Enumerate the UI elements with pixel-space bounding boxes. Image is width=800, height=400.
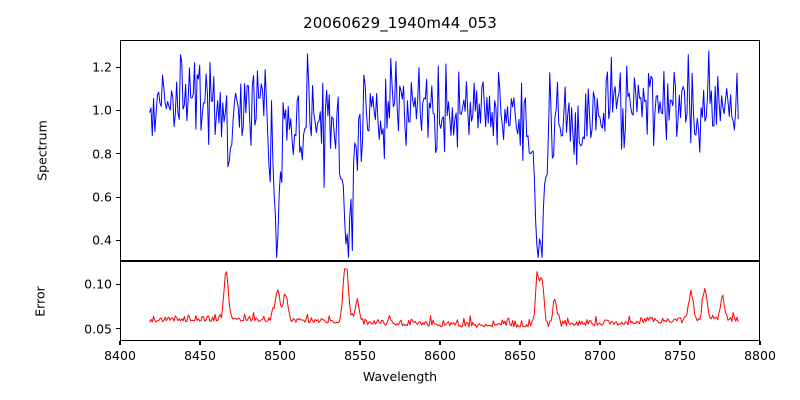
- x-tick-0: 8400: [104, 348, 136, 363]
- spectrum-y-tickmark-3: [116, 109, 120, 111]
- spectrum-plot-area: [121, 41, 759, 260]
- spectrum-panel: [120, 40, 760, 261]
- x-tick-4: 8600: [424, 348, 456, 363]
- spectrum-y-tick-4: 1.2: [92, 59, 112, 75]
- x-tick-6: 8700: [584, 348, 616, 363]
- x-tick-7: 8750: [664, 348, 696, 363]
- error-plot-area: [121, 262, 759, 340]
- x-tick-5: 8650: [504, 348, 536, 363]
- x-tick-8: 8800: [744, 348, 776, 363]
- spectrum-y-tickmark-2: [116, 153, 120, 155]
- x-tickmark-0: [119, 341, 121, 345]
- error-y-tickmark-1: [116, 283, 120, 285]
- x-tickmark-2: [279, 341, 281, 345]
- x-tickmark-1: [199, 341, 201, 345]
- x-tickmark-6: [599, 341, 601, 345]
- error-y-tick-1: 0.10: [84, 276, 112, 292]
- x-tickmark-8: [759, 341, 761, 345]
- error-y-tick-0: 0.05: [84, 321, 112, 337]
- x-tick-1: 8450: [184, 348, 216, 363]
- spectrum-y-tickmark-0: [116, 239, 120, 241]
- x-tick-3: 8550: [344, 348, 376, 363]
- spectrum-y-tickmark-1: [116, 196, 120, 198]
- x-tick-2: 8500: [264, 348, 296, 363]
- x-tickmark-5: [519, 341, 521, 345]
- error-y-axis-label: Error: [32, 286, 48, 317]
- x-tickmark-4: [439, 341, 441, 345]
- spectrum-y-axis-label: Spectrum: [34, 120, 50, 181]
- error-y-tickmark-0: [116, 328, 120, 330]
- x-axis-label: Wavelength: [362, 369, 438, 384]
- error-data-line: [150, 269, 739, 327]
- x-tickmark-3: [359, 341, 361, 345]
- spectrum-y-tick-3: 1.0: [92, 102, 112, 118]
- x-tickmark-7: [679, 341, 681, 345]
- spectrum-y-tick-2: 0.8: [92, 146, 112, 162]
- spectrum-data-line: [150, 51, 739, 258]
- spectrum-y-tickmark-4: [116, 66, 120, 68]
- figure-title: 20060629_1940m44_053: [303, 14, 497, 32]
- spectrum-y-tick-1: 0.6: [92, 189, 112, 205]
- error-panel: [120, 261, 760, 341]
- spectrum-y-tick-0: 0.4: [92, 232, 112, 248]
